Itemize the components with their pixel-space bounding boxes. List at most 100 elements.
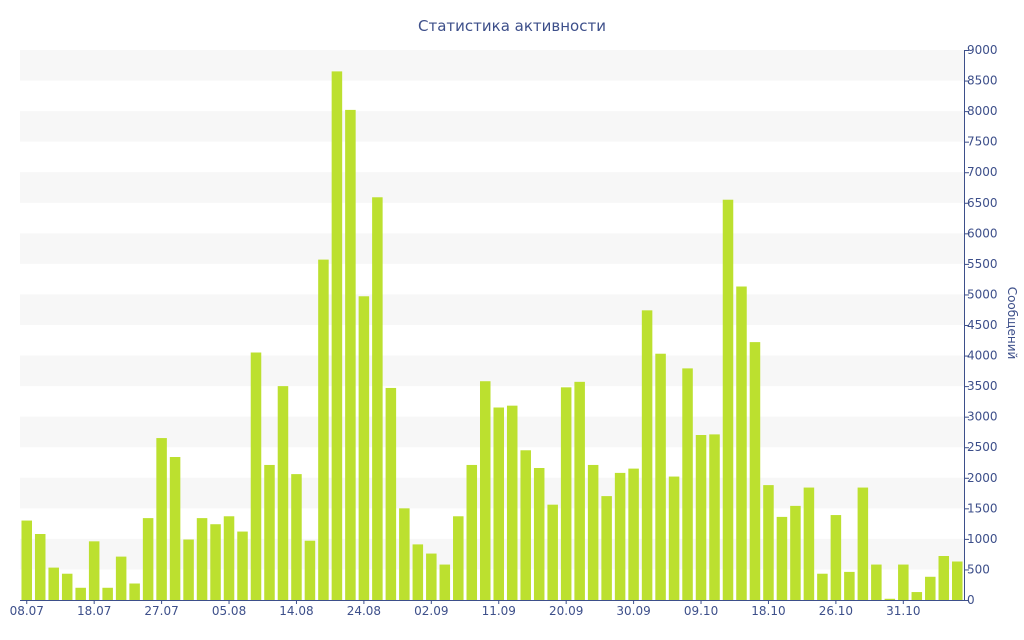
bar bbox=[628, 468, 639, 600]
bar bbox=[345, 109, 356, 600]
x-tick-label: 18.07 bbox=[77, 604, 111, 618]
bar bbox=[304, 540, 316, 600]
bar bbox=[951, 561, 963, 600]
x-tick-label: 11.09 bbox=[482, 604, 516, 618]
x-tick-label: 18.10 bbox=[751, 604, 785, 618]
y-axis-ticks: 0 500 1000 1500 2000 2500 3000 3500 4000 4500 5000… bbox=[964, 43, 998, 607]
chart-title: Статистика активности bbox=[418, 17, 606, 35]
bar bbox=[506, 405, 518, 600]
bar bbox=[102, 587, 113, 600]
y-tick-label: 7000 bbox=[967, 165, 998, 179]
bar bbox=[709, 434, 720, 600]
y-tick-label: 6000 bbox=[967, 226, 998, 240]
y-tick-label: 8500 bbox=[967, 74, 998, 88]
y-tick-label: 4500 bbox=[967, 318, 998, 332]
bar bbox=[129, 583, 140, 600]
x-axis-ticks: 08.07 18.07 27.07 05.08 14.08 24.08 02.09 11.09… bbox=[10, 600, 920, 618]
bar bbox=[871, 564, 882, 600]
bar bbox=[898, 564, 909, 600]
bar bbox=[749, 342, 761, 600]
y-tick-label: 1500 bbox=[967, 501, 998, 515]
bar bbox=[21, 520, 33, 600]
y-tick-label: 4000 bbox=[967, 349, 998, 363]
y-tick-label: 5000 bbox=[967, 287, 998, 301]
bar bbox=[48, 567, 59, 600]
bar bbox=[520, 450, 531, 600]
bar bbox=[493, 407, 505, 600]
bar bbox=[574, 381, 585, 600]
y-tick-label: 8000 bbox=[967, 104, 998, 118]
bar bbox=[439, 564, 451, 600]
bar bbox=[925, 576, 936, 600]
bar bbox=[277, 386, 289, 600]
grid-band bbox=[20, 50, 964, 81]
x-tick-label: 30.09 bbox=[616, 604, 650, 618]
bar bbox=[88, 541, 100, 600]
bar bbox=[196, 518, 208, 600]
x-tick-label: 26.10 bbox=[819, 604, 853, 618]
bar bbox=[830, 515, 842, 600]
bar bbox=[533, 468, 545, 600]
bar bbox=[560, 387, 572, 600]
x-tick-label: 24.08 bbox=[347, 604, 381, 618]
bar bbox=[803, 487, 815, 600]
bar bbox=[426, 553, 437, 600]
bar bbox=[223, 516, 235, 600]
bar bbox=[385, 387, 397, 600]
y-tick-label: 2000 bbox=[967, 471, 998, 485]
bar bbox=[142, 518, 154, 600]
y-tick-label: 0 bbox=[967, 593, 975, 607]
bar bbox=[237, 531, 248, 600]
bar bbox=[790, 505, 801, 600]
bar bbox=[911, 592, 923, 600]
bar bbox=[156, 438, 167, 600]
bar bbox=[763, 485, 774, 600]
bar bbox=[695, 435, 707, 600]
bar bbox=[250, 352, 262, 600]
bar bbox=[291, 474, 302, 600]
bar bbox=[399, 508, 410, 600]
x-tick-label: 05.08 bbox=[212, 604, 246, 618]
bar bbox=[412, 544, 424, 600]
grid-band bbox=[20, 233, 964, 264]
bar bbox=[75, 587, 86, 600]
bar bbox=[61, 573, 73, 600]
bar bbox=[736, 286, 747, 600]
bar bbox=[210, 524, 221, 600]
grid-band bbox=[20, 355, 964, 387]
bar bbox=[453, 516, 464, 600]
grid-band bbox=[20, 294, 964, 325]
x-tick-label: 27.07 bbox=[144, 604, 178, 618]
x-tick-label: 09.10 bbox=[684, 604, 718, 618]
y-tick-label: 3500 bbox=[967, 379, 998, 393]
x-tick-label: 02.09 bbox=[414, 604, 448, 618]
bar bbox=[844, 571, 855, 600]
bar bbox=[331, 71, 343, 600]
bar bbox=[722, 199, 734, 600]
bar bbox=[264, 464, 275, 600]
y-tick-label: 2500 bbox=[967, 440, 998, 454]
bar bbox=[655, 353, 666, 600]
y-tick-label: 1000 bbox=[967, 532, 998, 546]
bar bbox=[614, 472, 626, 600]
y-axis-label: Сообщений bbox=[1005, 287, 1019, 360]
x-tick-label: 08.07 bbox=[10, 604, 44, 618]
bar bbox=[884, 598, 896, 600]
y-tick-label: 5500 bbox=[967, 257, 998, 271]
y-tick-label: 7500 bbox=[967, 135, 998, 149]
bar bbox=[115, 556, 127, 600]
y-tick-label: 9000 bbox=[967, 43, 998, 57]
bar-series bbox=[21, 71, 963, 600]
bar bbox=[776, 516, 788, 600]
bar bbox=[479, 381, 491, 600]
x-tick-label: 20.09 bbox=[549, 604, 583, 618]
bar bbox=[641, 310, 653, 600]
bar bbox=[857, 487, 869, 600]
y-tick-label: 6500 bbox=[967, 196, 998, 210]
bar bbox=[169, 457, 181, 600]
bar bbox=[372, 197, 383, 600]
bar bbox=[682, 368, 693, 600]
bar bbox=[318, 259, 329, 600]
grid-band bbox=[20, 172, 964, 203]
